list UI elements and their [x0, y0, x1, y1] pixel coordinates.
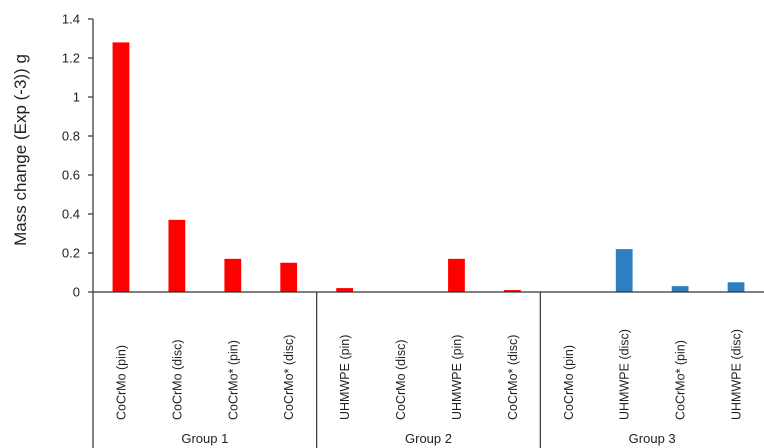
y-axis: 0 0.2 0.4 0.6 0.8 1 1.2 1.4	[62, 12, 94, 300]
bar	[280, 262, 298, 292]
x-tick-label: CoCrMo (pin)	[114, 345, 128, 420]
bar	[224, 258, 242, 292]
group-label: Group 3	[629, 431, 676, 446]
x-tick-label: CoCrMo (pin)	[562, 345, 576, 420]
bar	[671, 286, 689, 292]
bar	[503, 290, 521, 292]
bar	[615, 249, 633, 292]
x-tick-label: UHMWPE (disc)	[618, 329, 632, 420]
x-axis: CoCrMo (pin) CoCrMo (disc) CoCrMo* (pin) Co…	[92, 291, 764, 448]
y-tick-label: 1.4	[62, 12, 80, 27]
y-tick-label: 1.2	[62, 51, 80, 66]
bar	[336, 288, 354, 292]
bars	[112, 42, 745, 293]
y-axis-title: Mass change (Exp (-3)) g	[11, 54, 30, 246]
x-tick-label: CoCrMo* (pin)	[226, 340, 240, 420]
x-tick-label: UHMWPE (pin)	[338, 335, 352, 420]
bar	[112, 42, 130, 293]
x-tick-label: CoCrMo (disc)	[394, 339, 408, 420]
bar	[448, 258, 465, 292]
x-tick-label: CoCrMo* (disc)	[282, 335, 296, 420]
x-tick-label: UHMWPE (pin)	[450, 335, 464, 420]
y-tick-label: 0.8	[62, 129, 80, 144]
x-tick-label: CoCrMo* (disc)	[506, 335, 520, 420]
y-tick-label: 0.2	[62, 246, 80, 261]
y-tick-label: 0.4	[62, 207, 80, 222]
bar	[727, 282, 745, 292]
x-tick-label: UHMWPE (disc)	[730, 329, 744, 420]
y-tick-label: 1	[73, 90, 80, 105]
group-label: Group 2	[405, 431, 452, 446]
bar	[168, 219, 186, 292]
x-tick-label: CoCrMo (disc)	[170, 339, 184, 420]
y-tick-label: 0	[73, 285, 80, 300]
x-tick-label: CoCrMo* (pin)	[674, 340, 688, 420]
group-label: Group 1	[181, 431, 228, 446]
y-tick-label: 0.6	[62, 168, 80, 183]
